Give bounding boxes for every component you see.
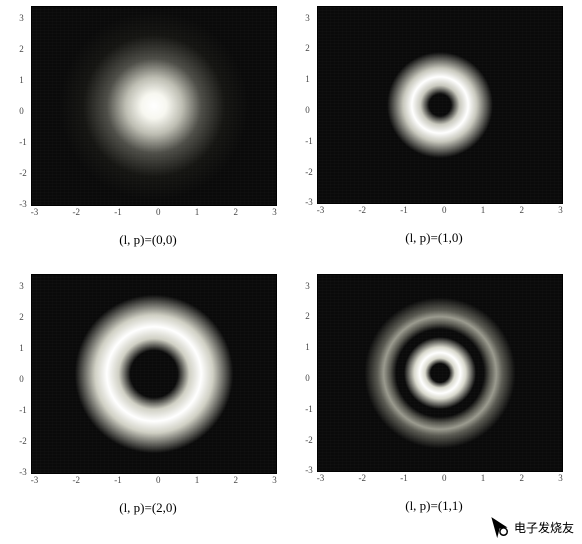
panel-caption: (l, p)=(2,0): [119, 500, 177, 515]
panel-l0-p0: 3 2 1 0 -1 -2 -3 -3 -2 -1 0 1 2 3 (l, p)=(0,0): [14, 6, 282, 270]
tick-label: 3: [558, 206, 563, 215]
tick-label: 1: [481, 206, 486, 215]
tick-label: -3: [19, 468, 27, 477]
tick-label: 0: [156, 476, 161, 485]
tick-label: 1: [195, 208, 200, 217]
watermark: 电子发烧友: [488, 516, 574, 538]
x-axis-ticks: -3 -2 -1 0 1 2 3: [31, 474, 277, 485]
tick-label: -3: [317, 474, 325, 483]
tick-label: -2: [19, 437, 27, 446]
intensity-plot: [31, 274, 277, 474]
caption-row: (l, p)=(1,1): [405, 497, 463, 515]
tick-label: -2: [359, 206, 367, 215]
plot-wrap: 3 2 1 0 -1 -2 -3 -3 -2 -1 0 1 2 3: [305, 274, 563, 483]
tick-label: -1: [305, 137, 313, 146]
tick-label: -3: [305, 198, 313, 207]
plot-wrap: 3 2 1 0 -1 -2 -3 -3 -2 -1 0 1 2 3: [19, 6, 277, 217]
tick-label: -1: [305, 405, 313, 414]
tick-label: 1: [195, 476, 200, 485]
tick-label: -3: [19, 200, 27, 209]
tick-label: 1: [19, 76, 27, 85]
plot-wrap: 3 2 1 0 -1 -2 -3 -3 -2 -1 0 1 2 3: [305, 6, 563, 215]
tick-label: 0: [156, 208, 161, 217]
intensity-plot: [317, 274, 563, 472]
tick-label: -2: [305, 436, 313, 445]
tick-label: 2: [520, 474, 525, 483]
tick-label: -3: [31, 208, 39, 217]
watermark-text: 电子发烧友: [514, 519, 574, 536]
panel-l1-p1: 3 2 1 0 -1 -2 -3 -3 -2 -1 0 1 2 3 (l, p)=(1,1): [300, 274, 568, 538]
tick-label: 1: [19, 344, 27, 353]
tick-label: -2: [19, 169, 27, 178]
panel-l1-p0: 3 2 1 0 -1 -2 -3 -3 -2 -1 0 1 2 3 (l, p)=(1,0): [300, 6, 568, 270]
tick-label: 0: [19, 107, 27, 116]
tick-label: -1: [400, 474, 408, 483]
tick-label: 2: [234, 208, 239, 217]
tick-label: 1: [305, 343, 313, 352]
tick-label: 2: [520, 206, 525, 215]
tick-label: 2: [19, 45, 27, 54]
tick-label: -2: [359, 474, 367, 483]
tick-label: 0: [305, 374, 313, 383]
tick-label: 0: [305, 106, 313, 115]
panel-caption: (l, p)=(0,0): [119, 232, 177, 247]
tick-label: 3: [19, 14, 27, 23]
tick-label: 2: [305, 44, 313, 53]
tick-label: 1: [305, 75, 313, 84]
tick-label: 0: [442, 474, 447, 483]
panel-l2-p0: 3 2 1 0 -1 -2 -3 -3 -2 -1 0 1 2 3 (l, p)=(2,0): [14, 274, 282, 538]
tick-label: -2: [73, 208, 81, 217]
y-axis-ticks: 3 2 1 0 -1 -2 -3: [305, 12, 315, 210]
caption-row: (l, p)=(0,0): [119, 231, 177, 249]
tick-label: 1: [481, 474, 486, 483]
tick-label: 2: [305, 312, 313, 321]
tick-label: -2: [305, 168, 313, 177]
tick-label: -1: [400, 206, 408, 215]
cursor-icon: [488, 516, 510, 538]
tick-label: -3: [317, 206, 325, 215]
intensity-plot: [31, 6, 277, 206]
plot-wrap: 3 2 1 0 -1 -2 -3 -3 -2 -1 0 1 2 3: [19, 274, 277, 485]
tick-label: 3: [272, 208, 277, 217]
tick-label: 3: [19, 282, 27, 291]
tick-label: 0: [19, 375, 27, 384]
tick-label: 3: [305, 282, 313, 291]
x-axis-ticks: -3 -2 -1 0 1 2 3: [317, 204, 563, 215]
figure-grid: 3 2 1 0 -1 -2 -3 -3 -2 -1 0 1 2 3 (l, p)=(0,0)…: [0, 0, 582, 544]
tick-label: 3: [272, 476, 277, 485]
y-axis-ticks: 3 2 1 0 -1 -2 -3: [305, 280, 315, 478]
tick-label: -1: [19, 138, 27, 147]
x-axis-ticks: -3 -2 -1 0 1 2 3: [31, 206, 277, 217]
tick-label: -3: [31, 476, 39, 485]
panel-caption: (l, p)=(1,1): [405, 498, 463, 513]
caption-row: (l, p)=(2,0): [119, 499, 177, 517]
intensity-plot: [317, 6, 563, 204]
tick-label: 2: [234, 476, 239, 485]
tick-label: 3: [558, 474, 563, 483]
tick-label: -2: [73, 476, 81, 485]
tick-label: 2: [19, 313, 27, 322]
x-axis-ticks: -3 -2 -1 0 1 2 3: [317, 472, 563, 483]
tick-label: -1: [114, 208, 122, 217]
y-axis-ticks: 3 2 1 0 -1 -2 -3: [19, 12, 29, 212]
panel-caption: (l, p)=(1,0): [405, 230, 463, 245]
tick-label: -3: [305, 466, 313, 475]
tick-label: 3: [305, 14, 313, 23]
tick-label: 0: [442, 206, 447, 215]
tick-label: -1: [114, 476, 122, 485]
caption-row: (l, p)=(1,0): [405, 229, 463, 247]
y-axis-ticks: 3 2 1 0 -1 -2 -3: [19, 280, 29, 480]
tick-label: -1: [19, 406, 27, 415]
